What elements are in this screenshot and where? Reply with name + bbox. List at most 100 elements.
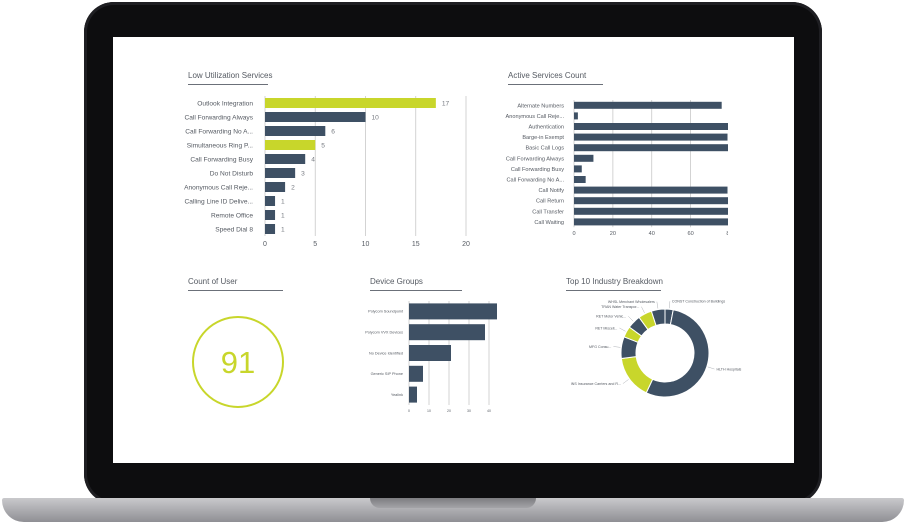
low-utilization-title: Low Utilization Services (188, 71, 273, 80)
slice-label: RET Motor Vehic... (596, 315, 626, 319)
laptop-notch (370, 498, 536, 508)
leader-line (613, 346, 621, 348)
category-label: Anonymous Call Reje... (506, 114, 565, 120)
bar (574, 207, 728, 215)
bar (265, 224, 276, 234)
category-label: Generic SIP Phone (371, 372, 403, 376)
category-label: Call Transfer (532, 209, 564, 215)
industry-donut-chart: CONST Construction of Buildings HLTH Hosp… (571, 300, 742, 398)
active-services-title: Active Services Count (508, 71, 587, 80)
category-label: Call Forwarding Always (506, 156, 564, 162)
donut-slice (650, 308, 666, 327)
slice-label: MFG Consu... (589, 345, 611, 349)
leader-line (656, 301, 659, 309)
x-tick-label: 20 (462, 241, 470, 248)
count-of-user-value: 91 (221, 345, 255, 380)
category-label: Do Not Disturb (210, 170, 254, 177)
data-label: 5 (321, 142, 325, 149)
bar (265, 168, 296, 178)
leader-line (622, 379, 629, 384)
category-label: No Device Identified (369, 351, 403, 355)
leader-line (641, 306, 645, 313)
x-tick-label: 20 (610, 231, 616, 237)
leader-line (619, 327, 626, 332)
data-label: 10 (372, 114, 380, 121)
bar (409, 303, 497, 320)
bar (574, 144, 728, 152)
bar (574, 218, 728, 226)
bar (574, 154, 594, 162)
bar (409, 386, 417, 403)
x-tick-label: 15 (412, 241, 420, 248)
data-label: 3 (301, 170, 305, 177)
category-label: Alternate Numbers (517, 103, 564, 109)
category-label: Call Forwarding Busy (190, 156, 253, 163)
industry-title: Top 10 Industry Breakdown (566, 277, 663, 286)
category-label: Barge-in Exempt (522, 135, 564, 141)
category-label: Call Waiting (534, 220, 564, 226)
category-label: Calling Line ID Delive... (184, 198, 253, 205)
category-label: Call Return (536, 199, 564, 205)
low-utilization-title-rule (188, 84, 268, 85)
active-services-chart: 0 20 40 60 80 Alternate Numbers Anonymous Call… (506, 100, 728, 237)
bar (574, 197, 728, 205)
x-tick-label: 0 (408, 409, 410, 413)
x-tick-label: 0 (263, 241, 267, 248)
bar (265, 112, 366, 122)
count-of-user-title: Count of User (188, 277, 238, 286)
count-of-user-gauge: 91 (192, 316, 284, 408)
donut-slice (645, 309, 710, 398)
category-label: Speed Dial 8 (215, 226, 253, 233)
slice-label: WHSL Merchant Wholesalers (608, 300, 655, 304)
data-label: 2 (291, 184, 295, 191)
category-label: Polycom VVX Devices (365, 331, 403, 335)
category-label: Call Forwarding Always (184, 114, 253, 121)
bar (265, 126, 326, 136)
category-label: Call Notify (539, 188, 565, 194)
category-label: Call Forwarding Busy (511, 167, 564, 173)
bar (265, 154, 306, 164)
leader-line (628, 316, 634, 322)
category-label: Polycom Soundpoint (368, 310, 404, 314)
x-tick-label: 30 (467, 409, 471, 413)
dashboard-screen: Low Utilization Services 0 5 10 15 20 Outlook… (113, 37, 794, 463)
leader-line (669, 301, 671, 309)
x-tick-label: 20 (447, 409, 451, 413)
bar (265, 182, 286, 192)
category-label: Authentication (529, 124, 564, 130)
x-tick-label: 80 (726, 231, 728, 237)
data-label: 1 (281, 226, 285, 233)
bar (574, 176, 586, 183)
bar (574, 112, 578, 120)
data-label: 4 (311, 156, 315, 163)
category-label: Simultaneous Ring P... (187, 142, 253, 149)
bar (574, 165, 582, 173)
x-tick-label: 40 (649, 231, 655, 237)
slice-label: HLTH Hospitals (716, 368, 741, 372)
bar (265, 140, 316, 150)
x-tick-label: 60 (687, 231, 693, 237)
slice-label: INS Insurance Carriers and R... (571, 382, 621, 386)
data-label: 1 (281, 198, 285, 205)
data-label: 1 (281, 212, 285, 219)
bar (265, 98, 436, 108)
bar (409, 365, 423, 382)
category-label: Basic Call Logs (525, 146, 564, 152)
category-label: Outlook Integration (197, 100, 253, 107)
bar (574, 123, 728, 130)
active-services-title-rule (508, 84, 603, 85)
slice-label: CONST Construction of Buildings (672, 300, 725, 304)
category-label: Yealink (391, 393, 403, 397)
bar (574, 133, 728, 141)
x-tick-label: 10 (362, 241, 370, 248)
bar (574, 101, 722, 109)
device-groups-title: Device Groups (370, 277, 423, 286)
category-label: Anonymous Call Reje... (184, 184, 253, 191)
count-of-user-title-rule (188, 290, 283, 291)
bar (265, 210, 276, 220)
category-label: Call Forwarding No A... (506, 177, 564, 183)
x-tick-label: 10 (427, 409, 431, 413)
category-label: Call Forwarding No A... (185, 128, 253, 135)
